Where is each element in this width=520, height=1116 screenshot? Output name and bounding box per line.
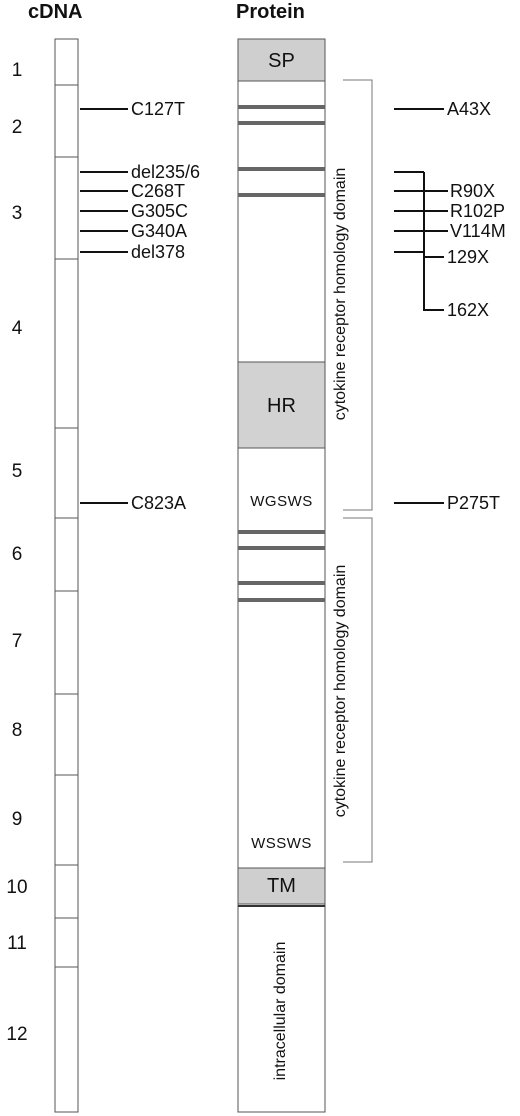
exon-number: 12 [6,1024,28,1045]
exon-number: 2 [11,117,23,138]
cdna-mutation-label: del235/6 [131,162,201,182]
sp-region [237,38,326,82]
exon-number: 6 [11,544,23,565]
cdna-mutation-ticks [80,108,128,504]
exon-number: 11 [7,933,27,954]
protein-mutation-label: A43X [447,99,492,119]
tm-label: TM [267,875,296,897]
crh2-bracket [343,517,373,863]
exon-boundaries [55,84,78,968]
protein-mutation-label: 129X [447,247,490,267]
protein-header: Protein [236,1,305,23]
crh1-bracket [343,79,373,511]
cdna-mutation-label: G305C [131,201,189,221]
protein-mutation-leaders [394,108,448,504]
protein-mutation-label: P275T [447,493,501,513]
cdna-bar [54,38,79,1113]
exon-number: 5 [11,461,23,482]
cdna-mutation-label: del378 [131,242,186,262]
protein-mutation-label: R102P [450,201,506,221]
exon-number: 1 [11,60,23,81]
protein-bar [237,38,326,1113]
exon-number: 4 [11,318,23,339]
exon-number: 3 [11,203,23,224]
wssws-motif-label: WSSWS [251,835,312,852]
crh-domain-label-2: cytokine receptor homology domain [332,564,349,818]
protein-mutation-label: R90X [450,181,496,201]
cdna-mutation-label: C268T [131,181,186,201]
exon-number: 8 [11,720,23,741]
exon-number: 9 [11,809,23,830]
wgsws-motif-label: WGSWS [250,493,313,510]
exon-number: 7 [11,631,23,652]
crh-domain-label-1: cytokine receptor homology domain [332,167,349,421]
cdna-mutation-label: C823A [131,493,187,513]
protein-mutation-label: 162X [447,300,490,320]
hr-region [237,361,326,449]
tm-region [237,867,326,905]
cdna-header: cDNA [28,1,83,23]
cdna-mutation-label: C127T [131,99,186,119]
cysteine-stripes [238,105,325,602]
cdna-mutation-label: G340A [131,221,188,241]
protein-mutation-label: V114M [450,221,506,241]
exon-number: 10 [6,877,28,898]
intracellular-domain-label: intracellular domain [272,941,289,1081]
sp-label: SP [268,50,295,72]
hr-label: HR [267,395,296,417]
